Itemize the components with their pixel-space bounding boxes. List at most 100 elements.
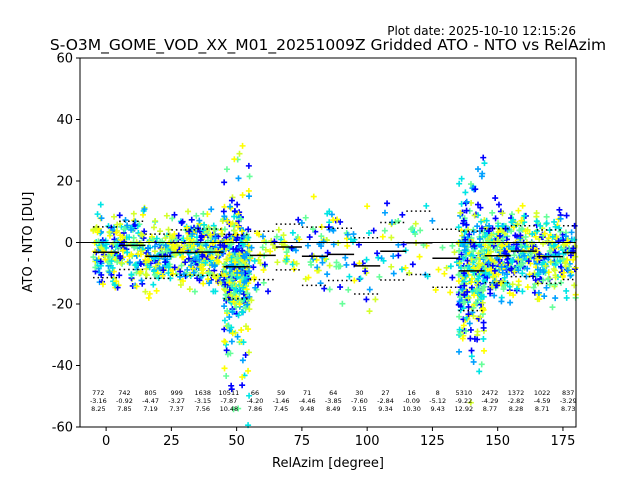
scatter-point bbox=[370, 227, 377, 234]
scatter-point bbox=[212, 288, 219, 295]
scatter-point bbox=[119, 260, 126, 267]
scatter-point bbox=[226, 203, 233, 210]
scatter-point bbox=[196, 228, 203, 235]
scatter-point bbox=[451, 249, 458, 256]
scatter-point bbox=[474, 201, 481, 208]
scatter-point bbox=[395, 252, 402, 259]
scatter-point bbox=[212, 234, 219, 241]
bin-std-label: 7.19 bbox=[143, 405, 157, 413]
chart-title: S-O3M_GOME_VOD_XX_M01_20251009Z Gridded … bbox=[50, 36, 606, 55]
scatter-point bbox=[97, 258, 104, 265]
scatter-point bbox=[500, 286, 507, 293]
scatter-point bbox=[535, 289, 542, 296]
scatter-point bbox=[508, 265, 515, 272]
scatter-point bbox=[546, 227, 553, 234]
scatter-point bbox=[495, 229, 502, 236]
scatter-point bbox=[146, 290, 153, 297]
scatter-point bbox=[245, 268, 252, 275]
scatter-point bbox=[248, 297, 255, 304]
scatter-point bbox=[388, 234, 395, 241]
scatter-point bbox=[474, 328, 481, 335]
scatter-point bbox=[486, 270, 493, 277]
scatter-point bbox=[439, 244, 446, 251]
scatter-point bbox=[351, 277, 358, 284]
scatter-point bbox=[562, 260, 569, 267]
scatter-point bbox=[478, 218, 485, 225]
scatter-point bbox=[476, 235, 483, 242]
bin-count-label: 71 bbox=[303, 389, 311, 397]
scatter-point bbox=[228, 197, 235, 204]
scatter-point bbox=[478, 243, 485, 250]
scatter-point bbox=[97, 201, 104, 208]
scatter-point bbox=[109, 227, 116, 234]
scatter-point bbox=[142, 256, 149, 263]
bin-mean-label: -1.46 bbox=[273, 397, 290, 405]
scatter-point bbox=[366, 286, 373, 293]
scatter-point bbox=[567, 272, 574, 279]
scatter-point bbox=[455, 278, 462, 285]
scatter-point bbox=[463, 328, 470, 335]
scatter-point bbox=[245, 162, 252, 169]
scatter-point bbox=[231, 213, 238, 220]
scatter-point bbox=[521, 212, 528, 219]
scatter-point bbox=[138, 231, 145, 238]
scatter-point bbox=[379, 233, 386, 240]
scatter-point bbox=[280, 232, 287, 239]
y-tick-label: -20 bbox=[52, 298, 73, 313]
y-tick-label: 0 bbox=[65, 236, 73, 251]
scatter-point bbox=[274, 259, 281, 266]
scatter-point bbox=[221, 179, 228, 186]
scatter-point bbox=[310, 226, 317, 233]
scatter-point bbox=[184, 266, 191, 273]
scatter-point bbox=[138, 277, 145, 284]
scatter-point bbox=[350, 231, 357, 238]
scatter-point bbox=[470, 248, 477, 255]
scatter-point bbox=[463, 198, 470, 205]
scatter-point bbox=[464, 288, 471, 295]
bin-mean-label: -9.22 bbox=[455, 397, 472, 405]
scatter-point bbox=[130, 210, 137, 217]
scatter-point bbox=[292, 247, 299, 254]
scatter-point bbox=[549, 238, 556, 245]
scatter-point bbox=[145, 238, 152, 245]
scatter-point bbox=[519, 270, 526, 277]
scatter-point bbox=[132, 243, 139, 250]
scatter-point bbox=[203, 242, 210, 249]
scatter-point bbox=[226, 251, 233, 258]
bin-std-label: 9.34 bbox=[378, 405, 392, 413]
scatter-point bbox=[326, 286, 333, 293]
scatter-point bbox=[178, 262, 185, 269]
scatter-point bbox=[133, 283, 140, 290]
bin-count-label: 742 bbox=[118, 389, 130, 397]
scatter-point bbox=[214, 273, 221, 280]
scatter-point bbox=[543, 220, 550, 227]
scatter-point bbox=[237, 215, 244, 222]
scatter-point bbox=[213, 248, 220, 255]
scatter-point bbox=[390, 253, 397, 260]
scatter-point bbox=[243, 251, 250, 258]
scatter-point bbox=[178, 219, 185, 226]
scatter-point bbox=[310, 193, 317, 200]
scatter-point bbox=[463, 221, 470, 228]
scatter-point bbox=[251, 257, 258, 264]
scatter-point bbox=[155, 261, 162, 268]
scatter-point bbox=[447, 289, 454, 296]
scatter-point bbox=[231, 208, 238, 215]
scatter-point bbox=[479, 287, 486, 294]
scatter-point bbox=[227, 276, 234, 283]
y-axis-ticks: -60 -40 -20 0 20 40 60 bbox=[52, 52, 80, 436]
scatter-point bbox=[478, 173, 485, 180]
x-tick-label: 75 bbox=[294, 434, 311, 449]
scatter-point bbox=[507, 299, 514, 306]
scatter-point bbox=[458, 175, 465, 182]
scatter-point bbox=[228, 386, 235, 393]
scatter-point bbox=[570, 256, 577, 263]
scatter-point bbox=[479, 299, 486, 306]
scatter-point bbox=[228, 338, 235, 345]
scatter-point bbox=[481, 160, 488, 167]
scatter-point bbox=[496, 232, 503, 239]
scatter-point bbox=[169, 270, 176, 277]
scatter-point bbox=[158, 246, 165, 253]
scatter-point bbox=[246, 193, 253, 200]
scatter-point bbox=[412, 220, 419, 227]
